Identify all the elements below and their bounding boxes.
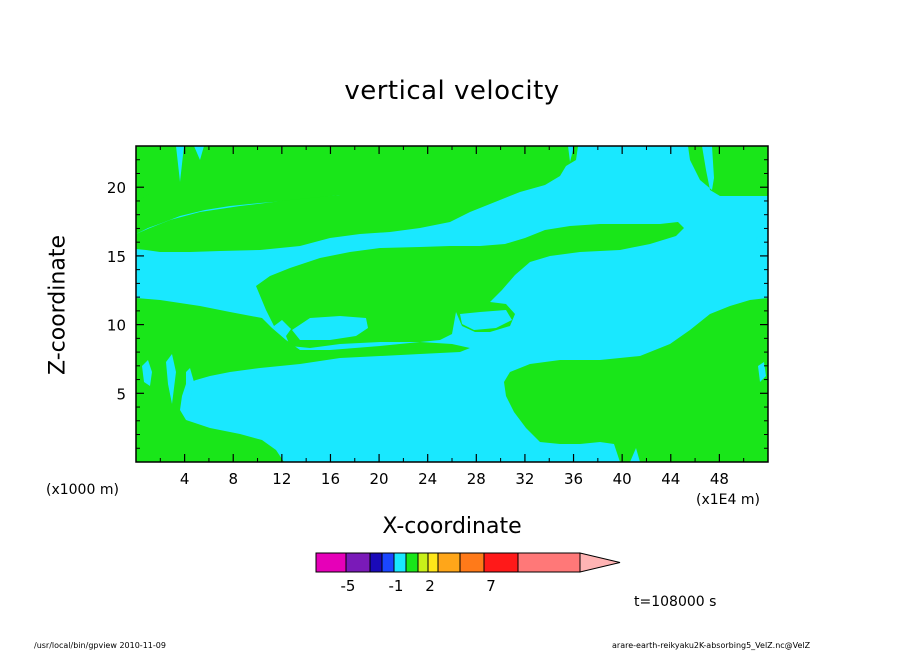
colorbar-segment-0 xyxy=(315,552,347,573)
x-axis-ticks: 4 8 12 16 20 24 28 32 36 40 44 48 xyxy=(159,146,745,488)
x-tick-label-44: 44 xyxy=(661,470,680,488)
colorbar-tick-labels: -5 -1 2 7 xyxy=(341,577,496,595)
colorbar-segment-5 xyxy=(405,552,419,573)
footer-source: arare-earth-reikyaku2K-absorbing5_VelZ.n… xyxy=(612,641,811,650)
contour-hole-2 xyxy=(460,310,512,330)
x-tick-label-36: 36 xyxy=(564,470,583,488)
contour-region-center-blob xyxy=(256,222,684,348)
time-label: t=108000 s xyxy=(634,594,717,610)
contour-hole-3 xyxy=(142,360,152,386)
colorbar-segment-2 xyxy=(369,552,383,573)
y-tick-label-20: 20 xyxy=(107,179,126,197)
x-tick-label-28: 28 xyxy=(467,470,486,488)
contour-hole-5 xyxy=(186,368,194,400)
contour-hole-1 xyxy=(292,316,368,340)
x-tick-label-32: 32 xyxy=(515,470,534,488)
contour-region-bottom-right xyxy=(504,298,768,462)
colorbar-segment-7 xyxy=(427,552,439,573)
colorbar xyxy=(315,552,621,573)
colorbar-segment-6 xyxy=(417,552,429,573)
x-axis-label: X-coordinate xyxy=(382,514,522,539)
colorbar-segment-10 xyxy=(483,552,519,573)
x-axis-unit-left: (x1000 m) xyxy=(46,482,119,498)
x-axis-unit-right: (x1E4 m) xyxy=(696,492,760,508)
contour-spot-right xyxy=(758,362,766,382)
contour-region-top-left xyxy=(136,146,342,234)
y-tick-label-10: 10 xyxy=(107,317,126,335)
plot-area xyxy=(135,145,769,463)
colorbar-segment-9 xyxy=(459,552,485,573)
y-axis-ticks: 5 10 15 20 xyxy=(107,159,768,449)
x-tick-label-12: 12 xyxy=(272,470,291,488)
y-axis-label: Z-coordinate xyxy=(45,235,71,375)
colorbar-segment-3 xyxy=(381,552,395,573)
y-tick-label-15: 15 xyxy=(107,248,126,266)
x-tick-label-24: 24 xyxy=(418,470,437,488)
x-tick-label-16: 16 xyxy=(321,470,340,488)
colorbar-segment-4 xyxy=(393,552,407,573)
chart-title: vertical velocity xyxy=(344,76,560,106)
contour-region-upper-band xyxy=(136,146,768,252)
x-tick-label-20: 20 xyxy=(370,470,389,488)
y-tick-label-5: 5 xyxy=(116,385,126,403)
colorbar-label-2: 2 xyxy=(425,577,435,595)
contour-hole-6 xyxy=(756,234,768,248)
x-tick-label-4: 4 xyxy=(180,470,190,488)
colorbar-label-1: -1 xyxy=(389,577,404,595)
contour-hole-4 xyxy=(166,354,176,404)
colorbar-arrow xyxy=(579,552,621,573)
colorbar-label-0: -5 xyxy=(341,577,356,595)
colorbar-label-3: 7 xyxy=(486,577,496,595)
contour-region-top-left-2 xyxy=(136,146,176,202)
colorbar-segment-1 xyxy=(345,552,371,573)
x-tick-label-8: 8 xyxy=(228,470,238,488)
footer-command: /usr/local/bin/gpview 2010-11-09 xyxy=(34,641,166,650)
colorbar-segment-11 xyxy=(517,552,581,573)
colorbar-segment-8 xyxy=(437,552,461,573)
x-tick-label-48: 48 xyxy=(710,470,729,488)
contour-region-left-middle xyxy=(136,298,470,462)
x-tick-label-40: 40 xyxy=(613,470,632,488)
